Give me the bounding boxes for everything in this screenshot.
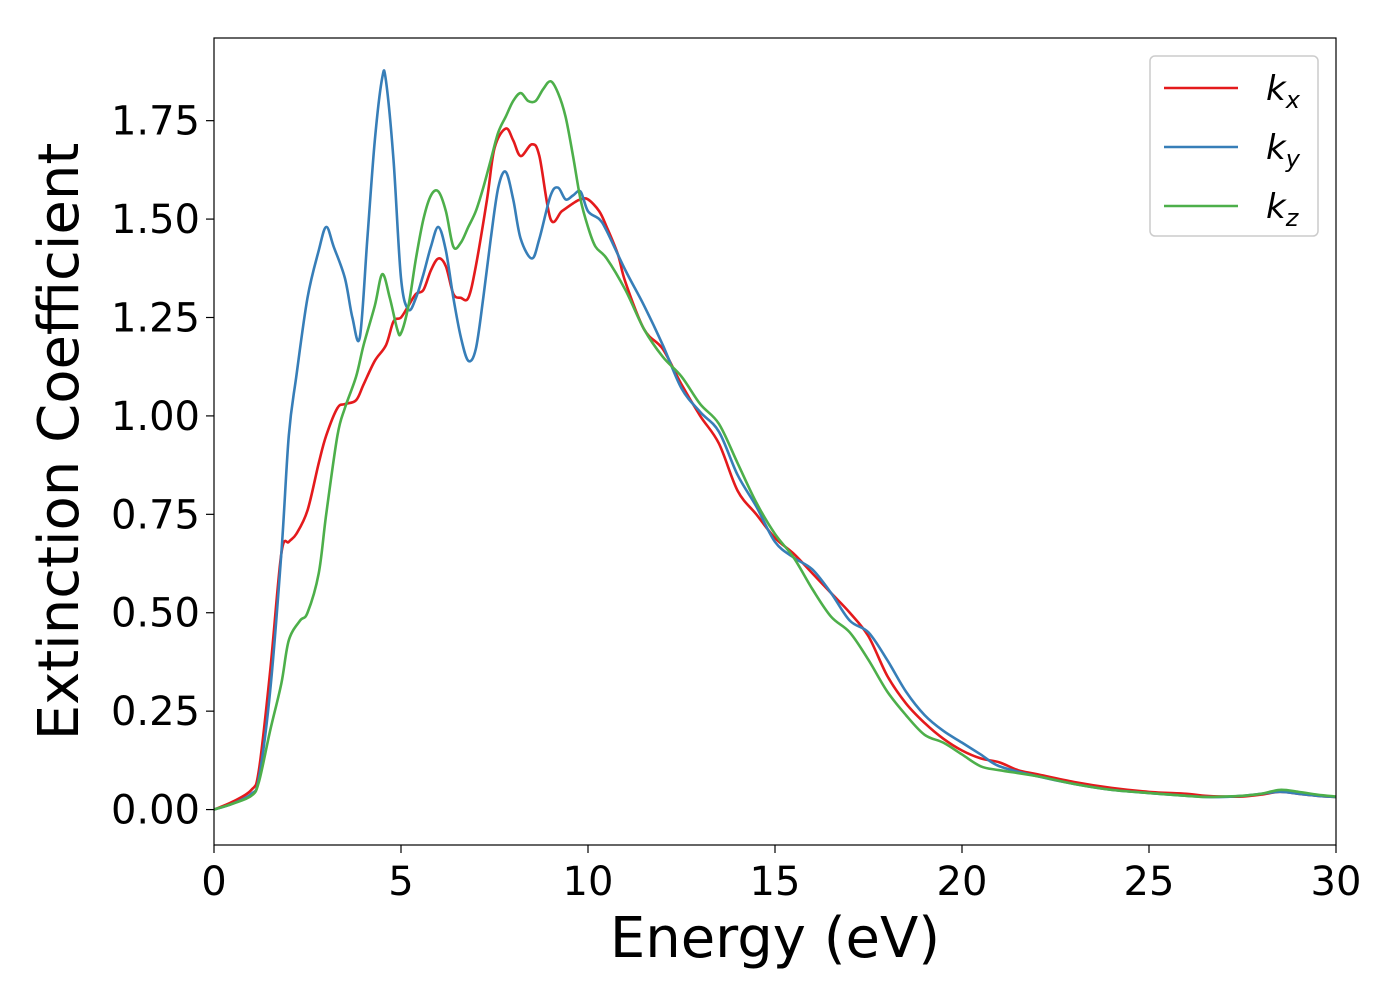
x-tick-label: 5: [388, 859, 413, 905]
legend: kx ky kz: [1149, 55, 1319, 237]
y-tick-label: 0.00: [111, 788, 200, 834]
x-tick-label: 15: [750, 859, 801, 905]
x-tick-label: 10: [563, 859, 614, 905]
y-tick-label: 0.50: [111, 591, 200, 637]
series-line-ky: [214, 69, 1336, 811]
y-tick-label: 1.00: [111, 394, 200, 440]
x-axis-ticks: 0 5 10 15 20 25 30: [201, 845, 1361, 905]
x-tick-label: 0: [201, 859, 226, 905]
x-tick-label: 20: [937, 859, 988, 905]
legend-label-ky: ky: [1266, 128, 1301, 173]
series-line-kz: [214, 79, 1336, 811]
x-tick-label: 25: [1124, 859, 1175, 905]
y-tick-label: 1.75: [111, 99, 200, 145]
plot-area-frame: [213, 37, 1337, 846]
series-line-kx: [214, 127, 1336, 811]
y-tick-label: 0.25: [111, 689, 200, 735]
y-tick-label: 0.75: [111, 492, 200, 538]
legend-label-kz: kz: [1266, 187, 1300, 232]
y-axis-ticks: 0.00 0.25 0.50 0.75 1.00 1.25 1.50 1.75: [111, 99, 214, 834]
series-layer: [214, 69, 1336, 811]
x-axis-title: Energy (eV): [610, 906, 940, 971]
y-axis-title: Extinction Coefficient: [27, 143, 92, 741]
y-tick-label: 1.50: [111, 197, 200, 243]
y-tick-label: 1.25: [111, 295, 200, 341]
x-tick-label: 30: [1311, 859, 1362, 905]
legend-label-kx: kx: [1266, 69, 1301, 114]
